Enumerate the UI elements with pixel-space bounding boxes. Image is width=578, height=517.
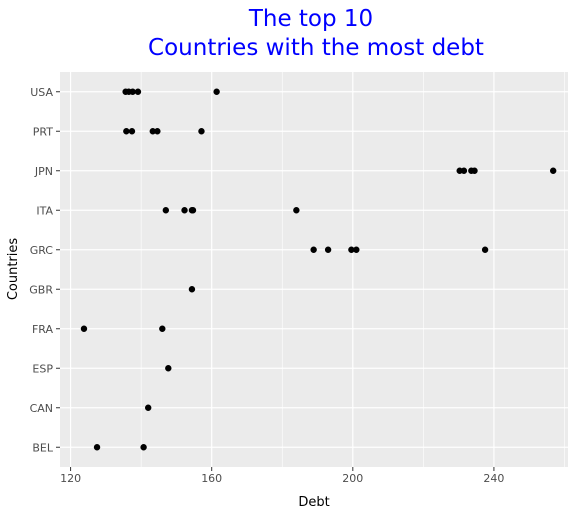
plot-panel xyxy=(60,72,568,467)
data-points xyxy=(80,88,557,451)
x-tick-label: 160 xyxy=(201,472,222,485)
axis-ticks: 120 160 200 240 BEL CAN ESP FRA GBR GRC ITA JPN PRT U… xyxy=(29,86,504,485)
data-point-usa xyxy=(129,88,136,95)
y-tick-label-prt: PRT xyxy=(33,125,53,138)
data-point-esp xyxy=(165,365,172,372)
data-point-prt xyxy=(149,128,156,135)
data-point-usa xyxy=(213,88,220,95)
data-point-prt xyxy=(154,128,161,135)
data-point-ita xyxy=(162,207,170,214)
y-tick-label-gbr: GBR xyxy=(29,283,53,296)
y-tick-label-bel: BEL xyxy=(32,441,53,454)
data-point-grc xyxy=(324,246,332,253)
y-tick-label-ita: ITA xyxy=(36,204,53,217)
data-point-prt xyxy=(198,128,205,135)
data-point-grc xyxy=(481,246,489,253)
data-point-usa xyxy=(134,88,142,95)
data-point-grc xyxy=(348,246,355,253)
y-tick-label-fra: FRA xyxy=(32,323,54,336)
y-tick-label-esp: ESP xyxy=(32,362,53,375)
data-point-prt xyxy=(128,128,136,135)
data-point-ita xyxy=(181,207,188,214)
x-tick-label: 240 xyxy=(483,472,504,485)
data-point-jpn xyxy=(549,167,557,174)
chart-title-line-1: The top 10 xyxy=(248,6,373,32)
y-tick-label-grc: GRC xyxy=(30,244,54,257)
data-point-prt xyxy=(123,128,130,135)
x-tick-label: 200 xyxy=(342,472,363,485)
data-point-gbr xyxy=(188,286,196,293)
data-point-jpn xyxy=(460,167,468,174)
data-point-bel xyxy=(93,444,101,451)
y-axis-title: Countries xyxy=(6,238,21,301)
data-point-jpn xyxy=(471,167,478,174)
data-point-grc xyxy=(310,246,317,253)
y-tick-label-jpn: JPN xyxy=(34,165,53,178)
data-point-bel xyxy=(140,444,147,451)
data-point-can xyxy=(144,404,152,411)
data-point-fra xyxy=(80,325,88,332)
data-point-ita xyxy=(293,207,300,214)
y-tick-label-can: CAN xyxy=(30,402,53,415)
data-point-grc xyxy=(353,246,360,253)
y-tick-label-usa: USA xyxy=(30,86,53,99)
x-tick-label: 120 xyxy=(60,472,81,485)
x-axis-title: Debt xyxy=(298,495,329,510)
data-point-fra xyxy=(159,325,166,332)
chart-title-line-2: Countries with the most debt xyxy=(148,35,484,61)
data-point-ita xyxy=(189,207,197,214)
